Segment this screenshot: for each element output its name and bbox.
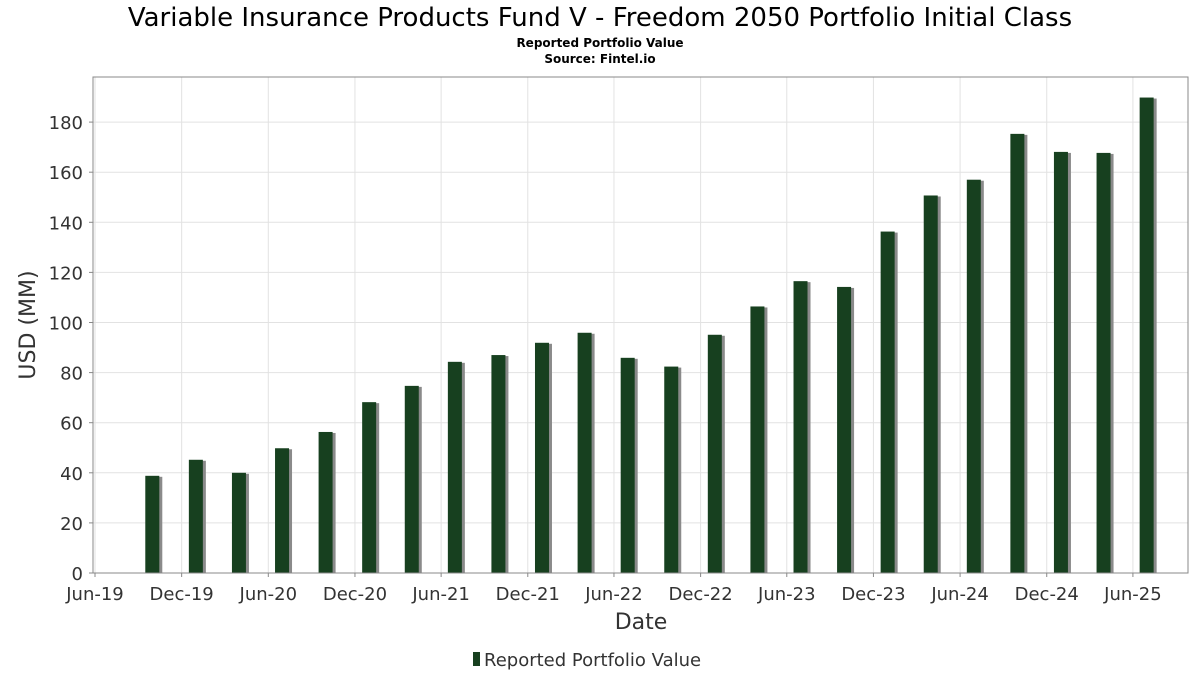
y-tick-label: 140 (49, 213, 83, 234)
x-tick-label: Dec-19 (150, 584, 214, 605)
x-tick-label: Dec-22 (668, 584, 732, 605)
x-tick-label: Dec-24 (1015, 584, 1079, 605)
bar (577, 332, 592, 573)
bar (750, 306, 765, 573)
legend-label: Reported Portfolio Value (484, 650, 701, 671)
bar (1096, 152, 1111, 574)
bar (707, 334, 722, 573)
y-tick-label: 20 (60, 514, 83, 535)
y-tick-label: 60 (60, 414, 83, 435)
y-tick-label: 120 (49, 263, 83, 284)
bar (145, 475, 160, 573)
legend: Reported Portfolio Value (473, 650, 701, 671)
x-tick-label: Dec-23 (841, 584, 905, 605)
bar-series (145, 97, 1157, 574)
bar (880, 231, 895, 573)
bar (837, 286, 852, 573)
chart-title: Variable Insurance Products Fund V - Fre… (127, 3, 1073, 33)
bar (620, 357, 635, 573)
x-tick-label: Jun-25 (1103, 584, 1162, 605)
y-tick-label: 0 (72, 564, 83, 585)
x-tick-label: Jun-19 (65, 584, 124, 605)
x-tick-label: Dec-21 (496, 584, 560, 605)
bar (966, 179, 981, 573)
chart-subtitle: Reported Portfolio Value (516, 36, 684, 50)
bar (793, 281, 808, 573)
bar (534, 342, 549, 573)
y-tick-label: 160 (49, 163, 83, 184)
x-tick-label: Jun-23 (757, 584, 816, 605)
x-tick-label: Jun-22 (584, 584, 643, 605)
x-tick-label: Jun-21 (411, 584, 470, 605)
bar (404, 385, 419, 573)
chart-source: Source: Fintel.io (544, 52, 656, 66)
bar (231, 472, 246, 573)
bar (1139, 97, 1154, 573)
y-tick-label: 40 (60, 464, 83, 485)
bar (491, 355, 506, 573)
bar (664, 366, 679, 573)
bar (1010, 133, 1025, 574)
bar (447, 361, 462, 573)
x-tick-label: Dec-20 (323, 584, 387, 605)
y-axis: 0 20 40 60 80 100 120 140 160 180 (49, 113, 93, 585)
legend-swatch (473, 652, 480, 666)
grid-lines (93, 77, 1188, 574)
bar (362, 402, 377, 573)
x-axis: Jun-19 Dec-19 Jun-20 Dec-20 Jun-21 Dec-21 Jun-… (65, 572, 1188, 605)
bar (1053, 151, 1068, 574)
y-tick-label: 80 (60, 364, 83, 385)
x-tick-label: Jun-20 (239, 584, 298, 605)
x-tick-label: Jun-24 (930, 584, 989, 605)
bar (318, 431, 333, 573)
bar (188, 459, 203, 573)
y-tick-label: 100 (49, 313, 83, 334)
x-axis-label: Date (615, 610, 668, 635)
y-axis-label: USD (MM) (16, 270, 41, 379)
bar (275, 448, 290, 573)
bar (923, 195, 938, 573)
y-tick-label: 180 (49, 113, 83, 134)
